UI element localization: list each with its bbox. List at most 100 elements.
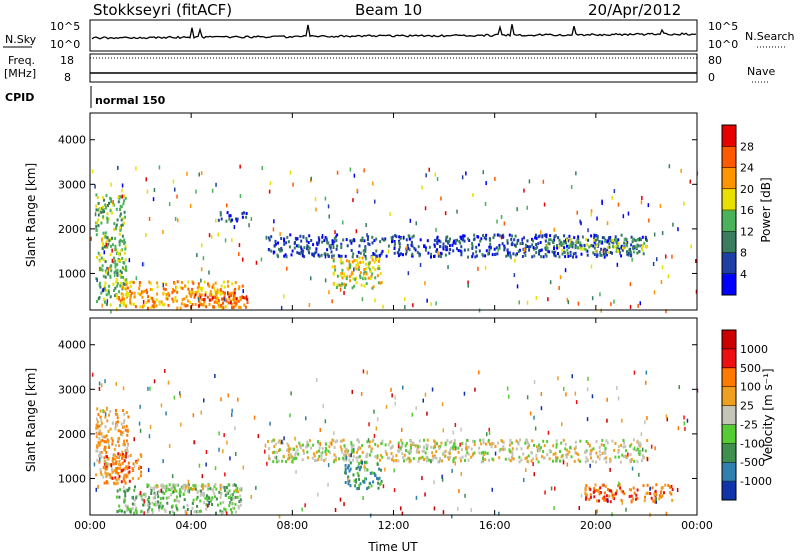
velocity-cell	[141, 497, 143, 501]
velocity-scatter-point	[143, 499, 146, 504]
velocity-scatter-point	[441, 474, 443, 479]
velocity-cell	[158, 504, 161, 508]
velocity-cell	[669, 491, 671, 495]
power-cell	[229, 219, 232, 223]
power-cell	[116, 268, 119, 272]
velocity-cell	[111, 460, 114, 463]
velocity-cell	[509, 459, 512, 463]
velocity-scatter-point	[160, 403, 163, 408]
velocity-cell	[409, 459, 412, 463]
velocity-cell	[154, 500, 157, 504]
power-cell	[640, 238, 642, 242]
velocity-scatter-point	[373, 409, 375, 414]
velocity-scatter-point	[665, 414, 668, 419]
velocity-cell	[365, 452, 368, 456]
power-cell	[621, 248, 624, 252]
velocity-cell	[408, 457, 411, 461]
power-cell	[208, 284, 211, 288]
velocity-cell	[211, 503, 213, 506]
velocity-cell	[308, 439, 311, 443]
velocity-cell	[179, 494, 182, 498]
power-cell	[219, 304, 222, 308]
power-colorbar-segment	[722, 252, 736, 275]
power-cell	[596, 244, 599, 248]
power-scatter-point	[343, 291, 345, 295]
velocity-cell	[158, 508, 161, 512]
power-scatter-point	[172, 179, 175, 184]
power-cell	[390, 236, 393, 240]
velocity-scatter-point	[561, 422, 563, 427]
power-cell	[554, 234, 557, 238]
power-scatter-point	[261, 166, 263, 171]
power-cell	[478, 249, 481, 253]
velocity-cell	[306, 440, 309, 444]
velocity-cell	[418, 445, 421, 449]
velocity-cell	[363, 460, 366, 464]
power-cell	[636, 246, 638, 250]
velocity-cell	[412, 457, 415, 460]
power-cell	[343, 282, 346, 286]
power-cell	[601, 236, 604, 240]
power-cell	[556, 244, 558, 247]
power-scatter-point	[94, 212, 97, 217]
power-scatter-point	[198, 172, 200, 177]
velocity-cell	[484, 451, 487, 455]
power-cell	[629, 250, 632, 254]
velocity-cell	[542, 439, 545, 443]
velocity-cell	[112, 457, 115, 461]
velocity-cell	[174, 483, 177, 487]
velocity-cell	[356, 471, 359, 475]
power-scatter-point	[94, 184, 96, 189]
power-scatter-point	[402, 235, 405, 240]
velocity-cell	[358, 455, 361, 459]
power-cell	[340, 254, 343, 258]
velocity-scatter-point	[339, 497, 342, 502]
power-cell	[100, 267, 103, 271]
power-scatter-point	[553, 227, 555, 232]
power-cell	[295, 237, 298, 241]
power-cell	[448, 244, 451, 248]
velocity-cell	[622, 490, 625, 494]
velocity-cell	[139, 466, 142, 469]
power-cell	[632, 247, 635, 250]
velocity-cell	[238, 487, 241, 491]
velocity-cell	[288, 456, 291, 460]
power-scatter-point	[90, 236, 92, 241]
power-cell	[317, 236, 320, 240]
velocity-scatter-point	[666, 417, 668, 422]
velocity-cell	[356, 459, 359, 463]
velocity-cell	[98, 454, 100, 458]
power-cell	[104, 288, 107, 292]
velocity-cell	[301, 443, 304, 447]
velocity-cell	[623, 455, 625, 458]
velocity-cell	[510, 441, 513, 445]
velocity-cell	[131, 507, 134, 510]
power-cell	[507, 253, 510, 257]
velocity-cell	[303, 451, 305, 455]
velocity-cell	[426, 459, 428, 463]
power-cell	[354, 277, 357, 281]
velocity-cell	[366, 468, 369, 472]
velocity-cell	[98, 451, 101, 455]
power-cell	[632, 245, 635, 249]
power-scatter-point	[435, 301, 437, 306]
power-cell	[289, 233, 292, 237]
velocity-cell	[119, 432, 122, 436]
power-cell	[563, 250, 566, 254]
power-cell	[194, 293, 197, 297]
velocity-cell	[126, 506, 129, 510]
velocity-scatter-point	[193, 440, 195, 445]
power-cell	[119, 204, 122, 208]
velocity-cell	[200, 489, 203, 493]
velocity-cell	[636, 447, 639, 451]
power-scatter-point	[308, 303, 311, 307]
power-cell	[539, 249, 542, 253]
velocity-cell	[598, 457, 601, 461]
power-cell	[363, 268, 366, 271]
velocity-scatter-point	[442, 510, 445, 515]
velocity-cell	[156, 484, 159, 488]
power-scatter-point	[297, 243, 300, 248]
power-cell	[493, 247, 496, 251]
velocity-cell	[344, 471, 347, 475]
power-scatter-point	[215, 182, 217, 187]
